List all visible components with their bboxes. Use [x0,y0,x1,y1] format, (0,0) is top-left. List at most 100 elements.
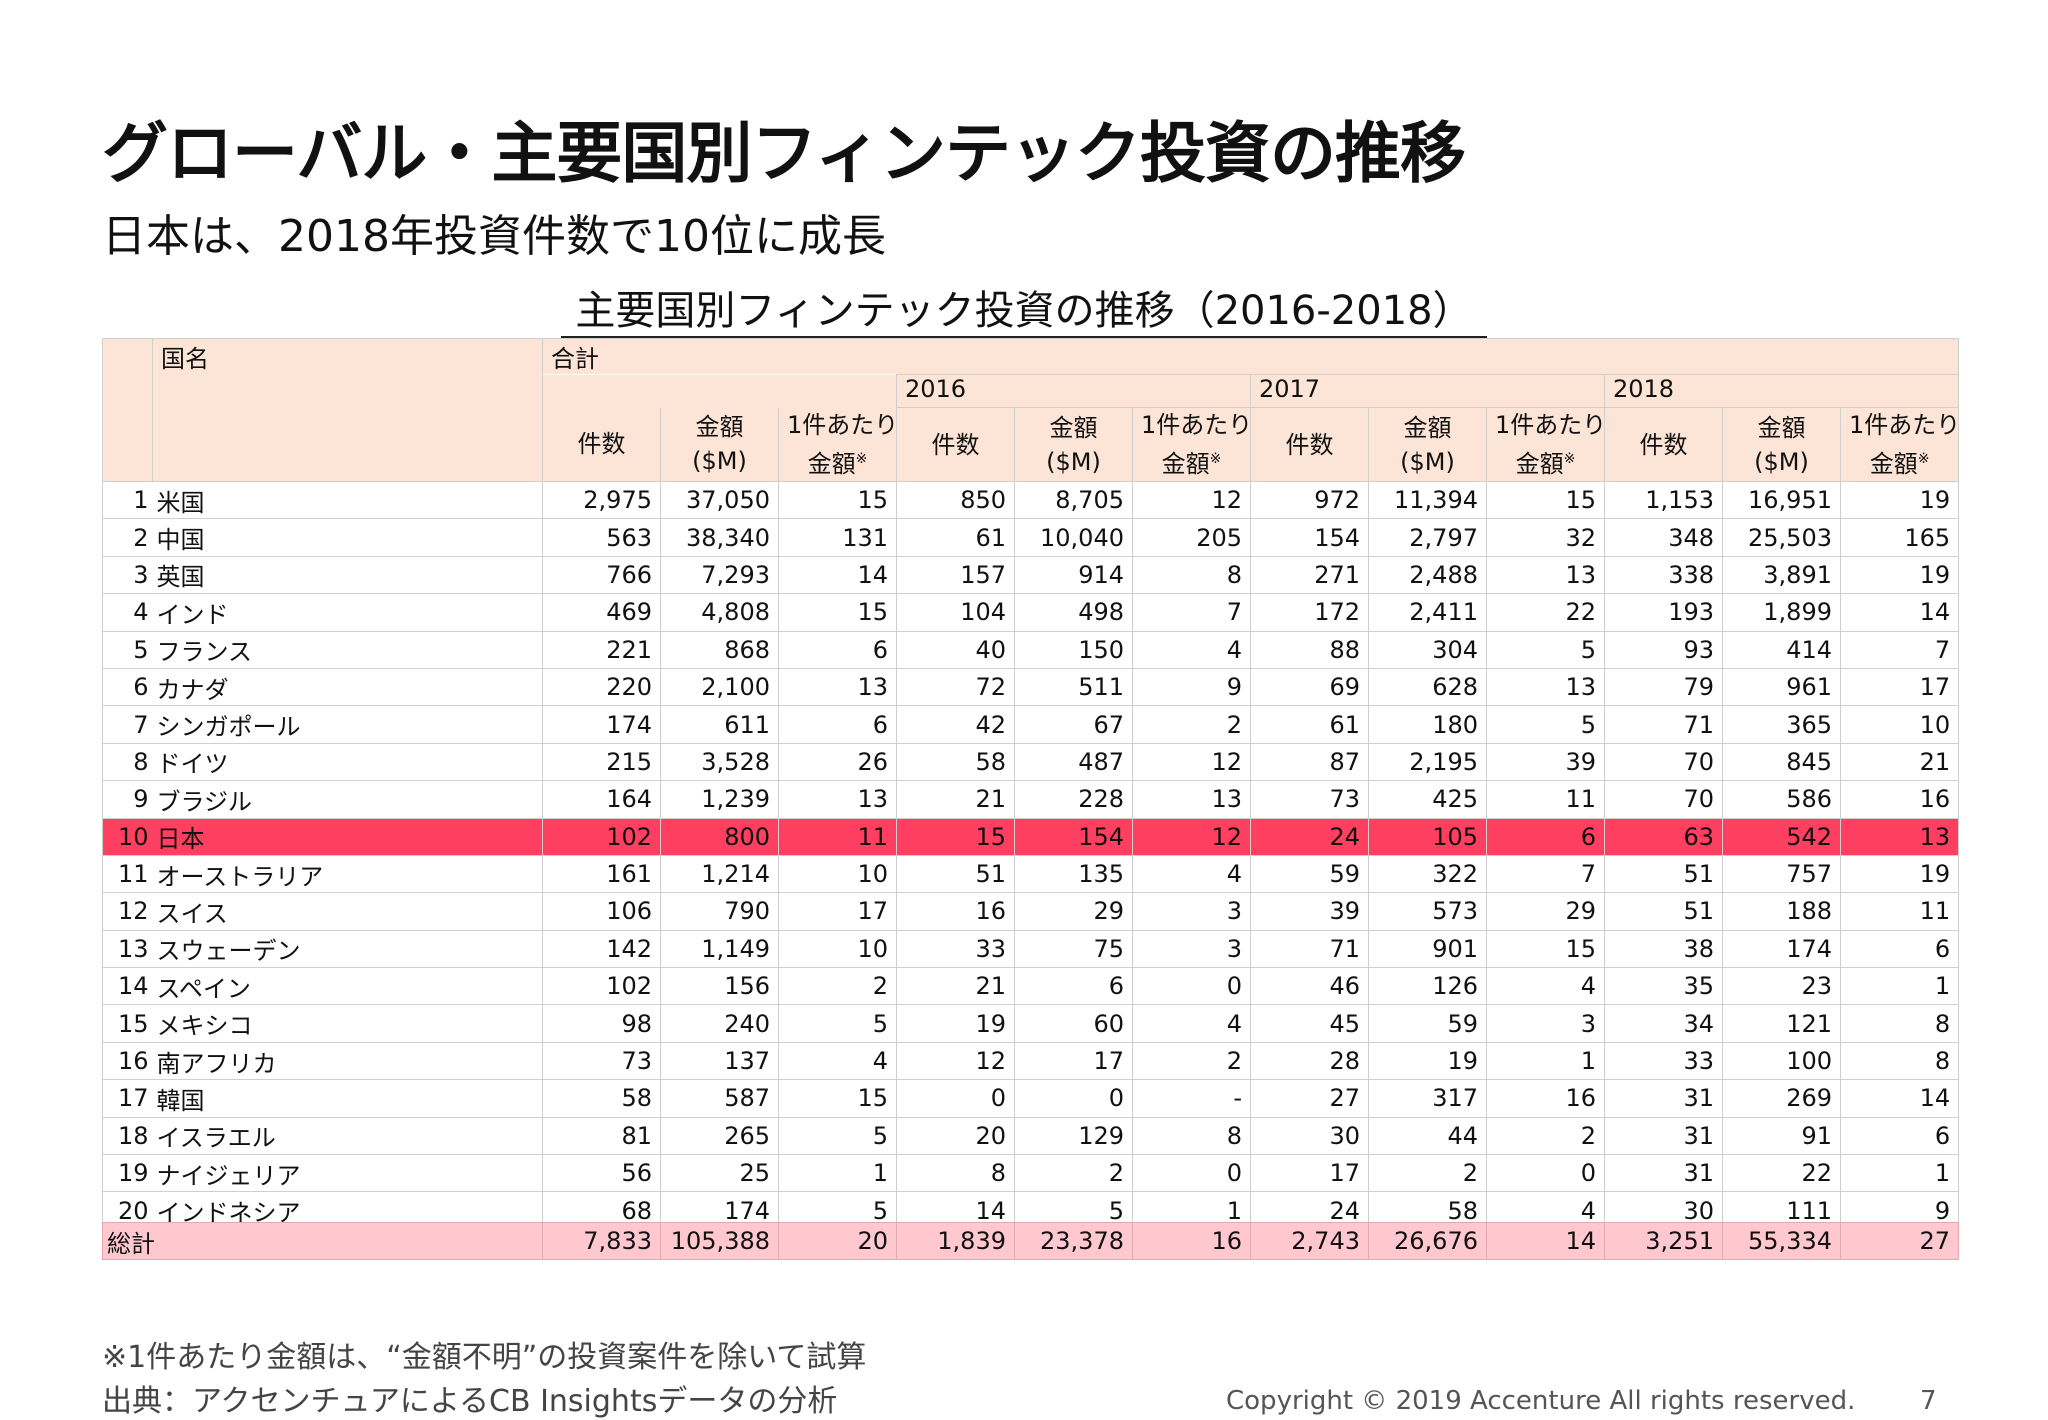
row-value: 2 [1486,1116,1605,1156]
row-value: 914 [1014,555,1133,595]
header-per-deal-label: 1件あたり [787,410,897,439]
row-country: 英国 [152,555,543,595]
row-value: 156 [660,967,779,1006]
row-value: 220 [542,667,661,707]
row-value: 573 [1368,892,1487,931]
row-value: 32 [1486,518,1605,557]
total-value: 2,743 [1250,1222,1369,1260]
row-value: 6 [1014,967,1133,1006]
row-value: 1,239 [660,780,779,819]
row-value: 586 [1722,780,1841,819]
row-country: スペイン [152,967,543,1006]
row-value: 1 [1839,967,1960,1006]
header-amount-label: 金額 [1403,413,1452,442]
row-value: 13 [778,667,897,707]
row-value: 193 [1604,593,1723,632]
table-row: 15 メキシコ 98 240 5 19 60 4 45 59 3 34 121 8 [102,1004,1960,1043]
row-value: 56 [542,1154,661,1193]
row-value: 4 [1132,1004,1251,1043]
row-value: 58 [542,1079,661,1118]
row-value: 150 [1014,630,1133,669]
row-value: 3 [1132,929,1251,969]
header-amount-unit: ($M) [1046,447,1101,476]
row-value: 61 [1250,705,1369,744]
row-value: 5 [1486,705,1605,744]
row-value: 29 [1014,892,1133,931]
row-value: 51 [1604,892,1723,931]
header-amount-unit: ($M) [692,447,747,476]
row-value: 0 [896,1079,1015,1118]
row-value: 338 [1604,555,1723,595]
row-value: 51 [1604,854,1723,894]
header-per-deal-label: 1件あたり [1495,411,1605,439]
row-country: オーストラリア [152,854,543,894]
table-title-text: 主要国別フィンテック投資の推移（2016-2018） [561,288,1487,338]
row-rank: 9 [102,780,153,819]
row-value: 8 [1839,1004,1960,1043]
row-value: 269 [1722,1079,1841,1118]
row-value: 102 [542,817,661,856]
row-value: 7,293 [660,555,779,595]
row-value: 102 [542,967,661,1006]
row-value: 7 [1486,854,1605,894]
header-per-deal-2016: 1件あたり 金額※ [1132,407,1251,482]
row-country: 米国 [152,480,543,520]
row-value: 15 [778,1079,897,1118]
note-mark: ※ [1563,451,1576,467]
investment-table: 国名 合計 2016 2017 2018 件数 金額 ($M) 1件あたり 金額※ 件数金… [102,338,1960,1230]
row-value: 563 [542,518,661,557]
row-value: 8 [1839,1041,1960,1081]
header-row-2: 2016 2017 2018 [103,374,1960,408]
row-value: 13 [1486,667,1605,707]
page-subtitle: 日本は、2018年投資件数で10位に成長 [102,211,886,262]
row-value: 33 [896,929,1015,969]
row-rank: 19 [102,1154,153,1193]
row-value: 131 [778,518,897,557]
row-value: 972 [1250,480,1369,520]
row-value: 26 [778,742,897,782]
row-value: 27 [1250,1079,1369,1118]
row-value: 21 [896,967,1015,1006]
row-value: 790 [660,892,779,931]
row-value: 19 [1839,480,1960,520]
row-value: 1 [778,1154,897,1193]
row-value: 15 [778,593,897,632]
row-value: 42 [896,705,1015,744]
row-value: 5 [778,1116,897,1156]
row-value: 33 [1604,1041,1723,1081]
row-value: 5 [1486,630,1605,669]
row-value: 8,705 [1014,480,1133,520]
row-value: 11,394 [1368,480,1487,520]
row-value: 71 [1250,929,1369,969]
row-rank: 16 [102,1041,153,1081]
table-row: 3 英国 766 7,293 14 157 914 8 271 2,488 13 338 3,891 19 [102,555,1960,595]
row-value: 126 [1368,967,1487,1006]
row-value: 157 [896,555,1015,595]
row-rank: 15 [102,1004,153,1043]
row-value: 22 [1486,593,1605,632]
row-value: 28 [1250,1041,1369,1081]
header-count-2018: 件数 [1604,407,1723,482]
header-amount-unit: ($M) [1754,447,1809,476]
row-value: 511 [1014,667,1133,707]
table-row: 9 ブラジル 164 1,239 13 21 228 13 73 425 11 70 586 16 [102,780,1960,819]
total-value: 1,839 [896,1222,1015,1260]
row-value: 15 [778,480,897,520]
row-value: 221 [542,630,661,669]
row-value: 6 [1839,929,1960,969]
row-value: 4 [1132,854,1251,894]
total-value: 7,833 [542,1222,661,1260]
row-value: 14 [1839,1079,1960,1118]
page-title: グローバル・主要国別フィンテック投資の推移 [102,115,1466,192]
row-value: 1,149 [660,929,779,969]
table-row: 4 インド 469 4,808 15 104 498 7 172 2,411 22 193 1,899 1… [102,593,1960,632]
row-value: 961 [1722,667,1841,707]
row-value: 19 [1839,854,1960,894]
row-rank: 6 [102,667,153,707]
row-value: 79 [1604,667,1723,707]
row-value: 87 [1250,742,1369,782]
row-value: 70 [1604,742,1723,782]
row-country: メキシコ [152,1004,543,1043]
row-value: 0 [1486,1154,1605,1193]
row-value: 39 [1250,892,1369,931]
